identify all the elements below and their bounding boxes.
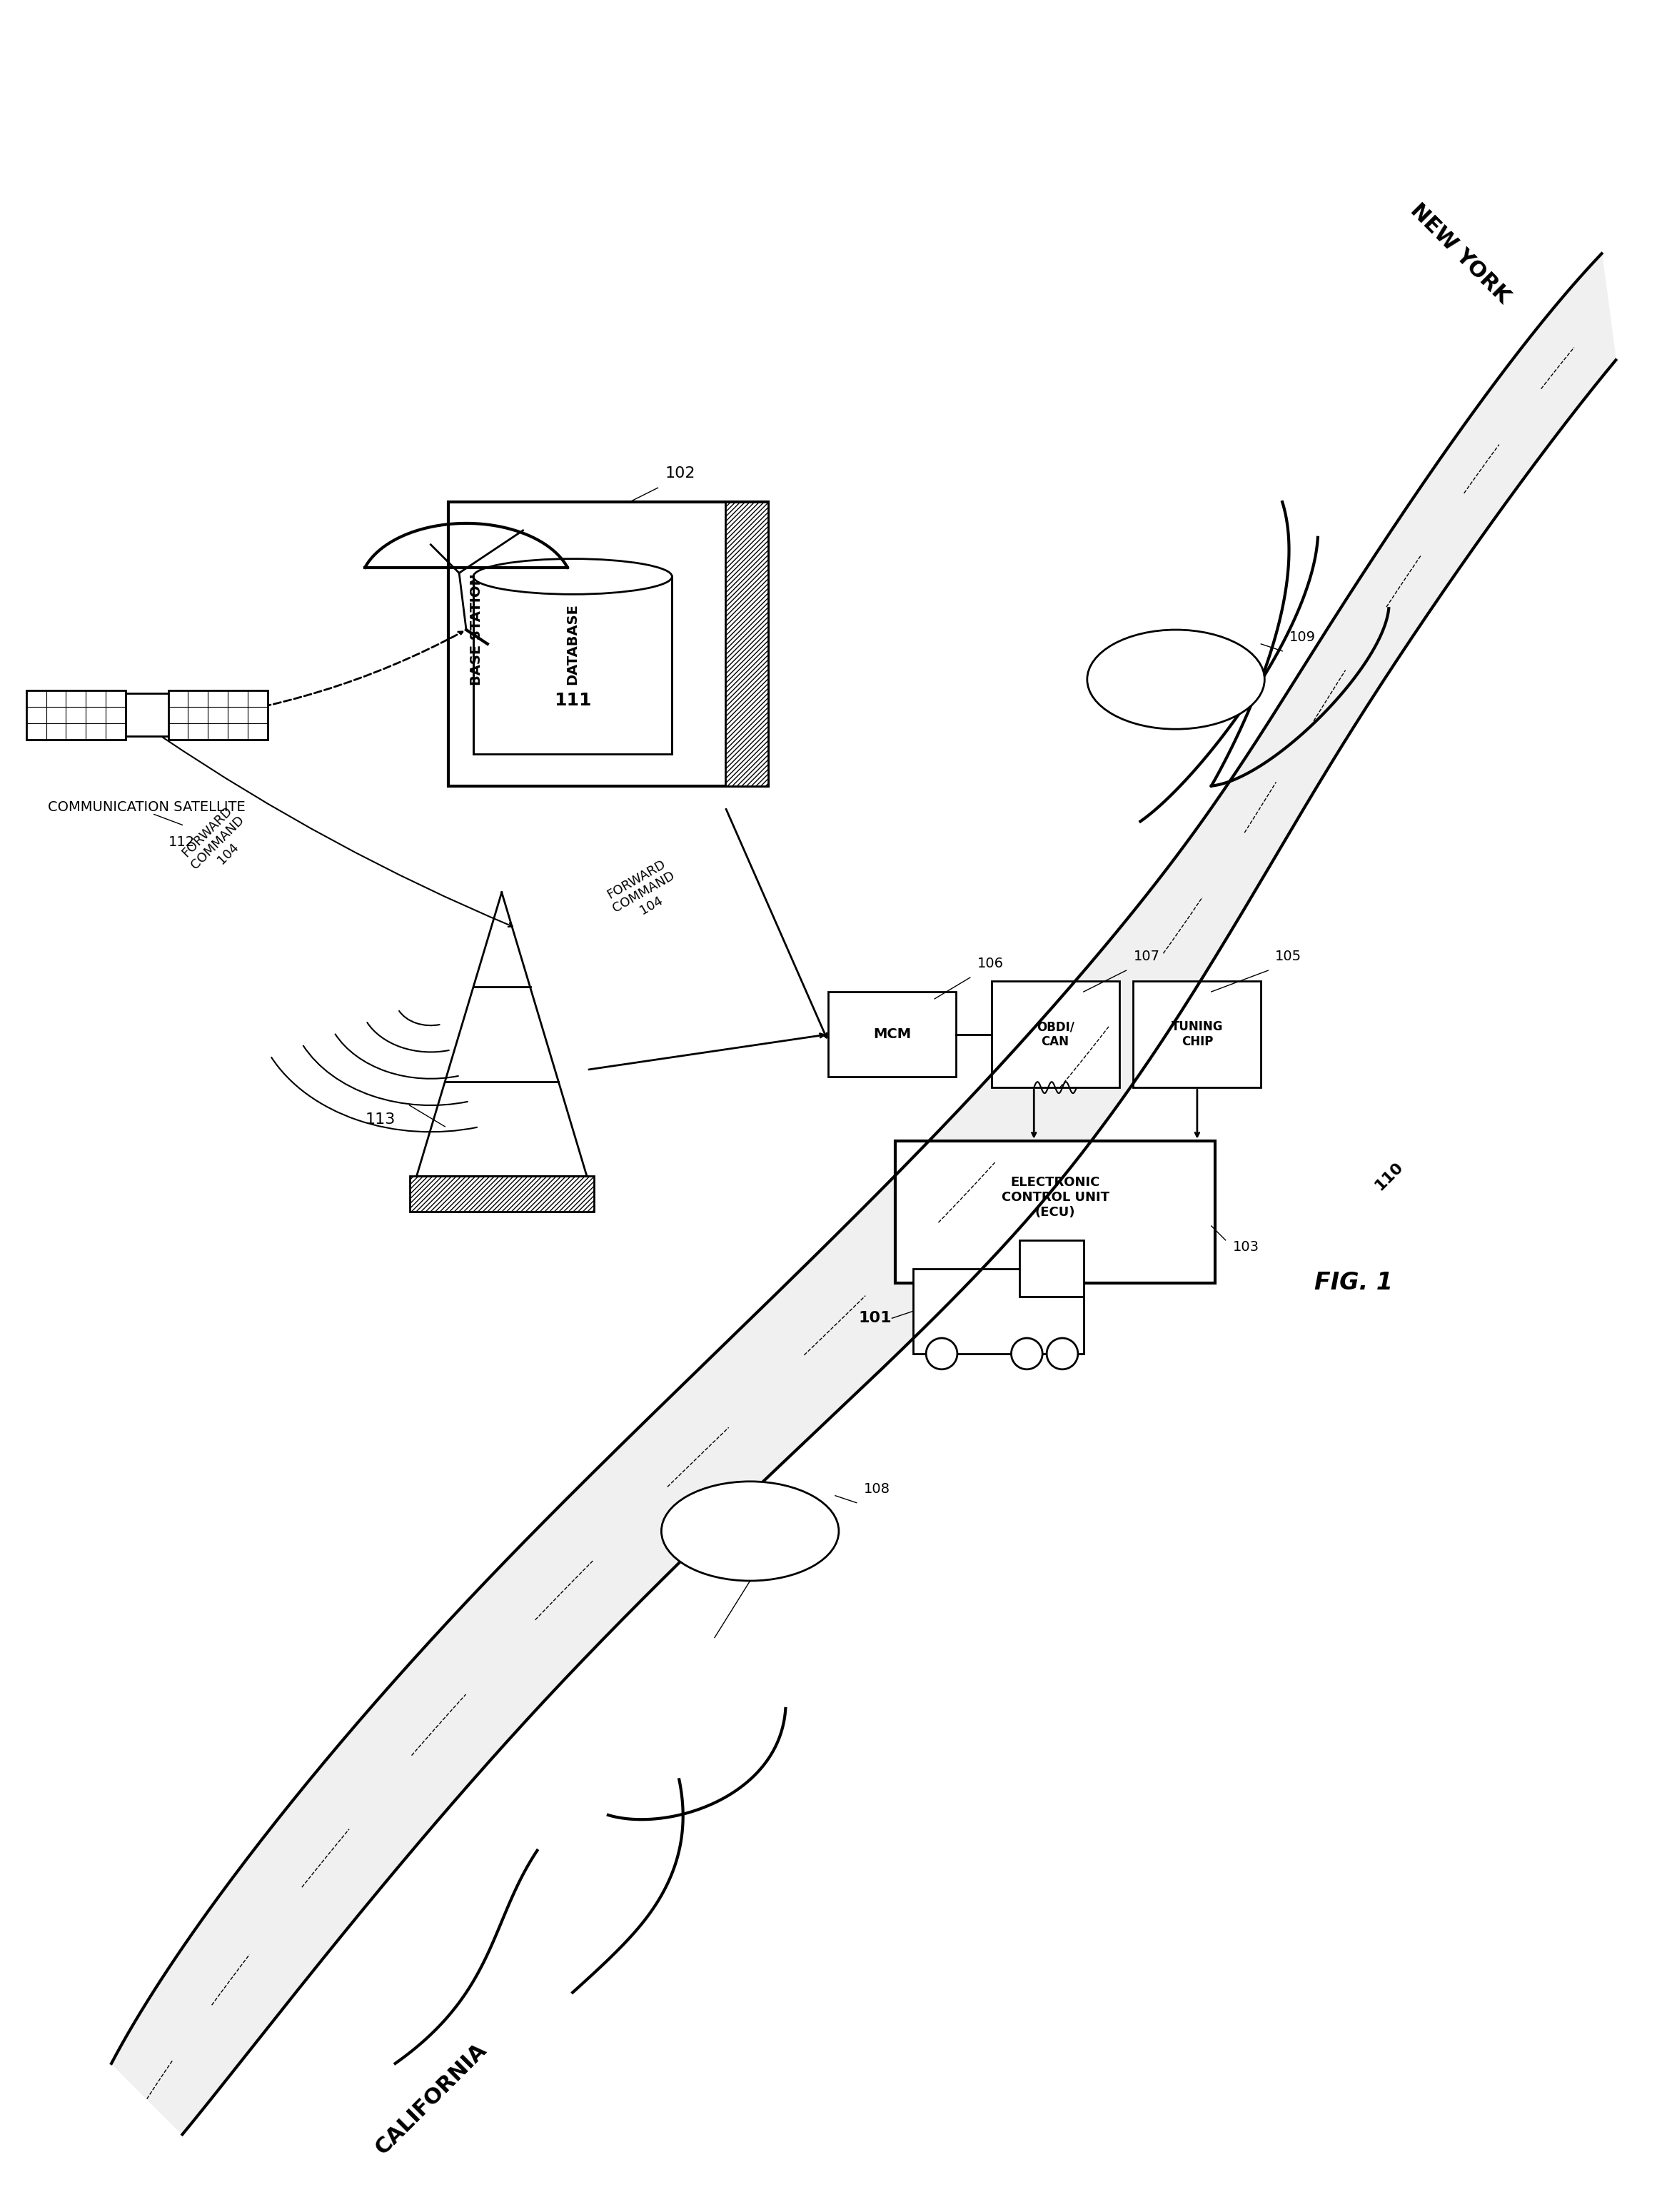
Bar <box>828 991 956 1077</box>
Bar <box>474 577 673 754</box>
Circle shape <box>1047 1338 1079 1369</box>
Text: FIG. 1: FIG. 1 <box>1314 1272 1392 1294</box>
Bar <box>991 982 1118 1088</box>
Text: 111: 111 <box>553 692 592 710</box>
Text: 102: 102 <box>664 467 696 480</box>
Bar <box>1133 982 1261 1088</box>
Bar <box>1019 1241 1084 1296</box>
Bar <box>895 1141 1215 1283</box>
Bar <box>409 1177 593 1212</box>
Bar <box>449 502 767 785</box>
Text: 113: 113 <box>365 1113 396 1126</box>
Circle shape <box>926 1338 958 1369</box>
Ellipse shape <box>1087 630 1264 730</box>
Bar <box>167 690 267 739</box>
Bar <box>126 695 167 737</box>
Polygon shape <box>111 254 1616 2135</box>
Text: BASE STATION: BASE STATION <box>471 573 484 686</box>
Text: 112: 112 <box>167 836 194 849</box>
Text: ON-
RAMP: ON- RAMP <box>1157 666 1195 692</box>
Text: 105: 105 <box>1276 949 1302 964</box>
Text: NEW YORK: NEW YORK <box>1405 199 1513 307</box>
Bar <box>726 502 767 785</box>
Text: TUNING
CHIP: TUNING CHIP <box>1171 1020 1223 1048</box>
Ellipse shape <box>661 1482 838 1582</box>
Text: FORWARD
COMMAND
104: FORWARD COMMAND 104 <box>179 803 257 883</box>
Text: 103: 103 <box>1233 1241 1259 1254</box>
Ellipse shape <box>474 560 673 595</box>
Text: CALIFORNIA: CALIFORNIA <box>371 2039 490 2159</box>
Text: DATABASE: DATABASE <box>567 604 580 686</box>
Text: OBDI/
CAN: OBDI/ CAN <box>1036 1020 1074 1048</box>
Circle shape <box>1011 1338 1042 1369</box>
Text: ELECTRONIC
CONTROL UNIT
(ECU): ELECTRONIC CONTROL UNIT (ECU) <box>1001 1177 1109 1219</box>
Text: 107: 107 <box>1133 949 1160 964</box>
Text: COMMUNICATION SATELLITE: COMMUNICATION SATELLITE <box>48 801 245 814</box>
Text: MCM: MCM <box>873 1029 911 1042</box>
Text: 110: 110 <box>1372 1159 1405 1192</box>
Text: 101: 101 <box>858 1312 891 1325</box>
Bar <box>913 1267 1084 1354</box>
Text: 109: 109 <box>1289 630 1316 644</box>
Text: 106: 106 <box>978 958 1004 971</box>
Bar <box>27 690 126 739</box>
Bar <box>726 502 767 785</box>
Text: 108: 108 <box>863 1482 890 1495</box>
Text: OFF-
RAMP: OFF- RAMP <box>731 1517 769 1544</box>
Text: FORWARD
COMMAND
104: FORWARD COMMAND 104 <box>603 856 684 929</box>
